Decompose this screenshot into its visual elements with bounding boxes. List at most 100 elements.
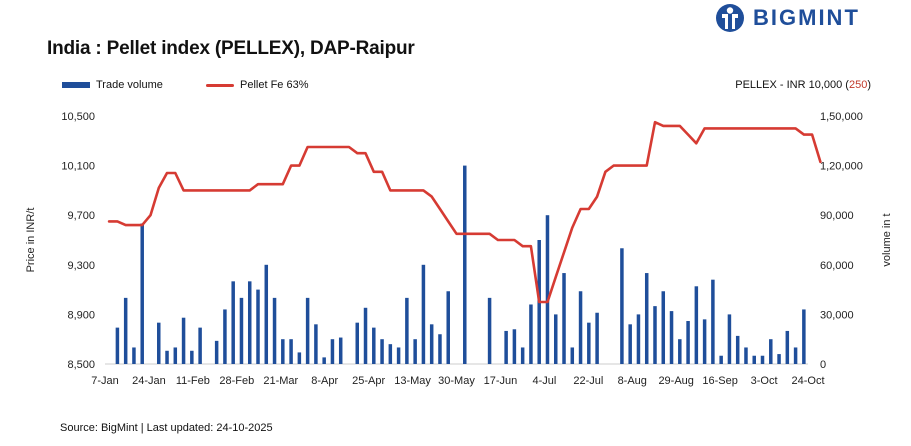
y-left-tick-label: 8,900 xyxy=(67,309,95,321)
x-tick-label: 4-Jul xyxy=(532,375,556,387)
legend-bar-swatch xyxy=(62,82,90,88)
volume-bar xyxy=(429,324,434,364)
volume-bar xyxy=(132,347,136,364)
legend-line-swatch xyxy=(206,83,234,87)
volume-bar xyxy=(190,350,194,364)
volume-bar xyxy=(363,307,368,364)
volume-bar xyxy=(686,321,690,364)
volume-bar xyxy=(620,248,624,364)
x-tick-label: 24-Oct xyxy=(791,375,824,387)
volume-bar xyxy=(512,329,517,364)
volume-bar xyxy=(562,273,566,364)
y-right-tick-label: 30,000 xyxy=(820,309,854,321)
volume-bar xyxy=(281,339,285,364)
volume-bar xyxy=(198,327,202,364)
volume-bar xyxy=(661,291,666,364)
legend-label-pellet-fe: Pellet Fe 63% xyxy=(240,79,309,91)
volume-bar xyxy=(330,339,335,364)
x-tick-label: 17-Jun xyxy=(484,375,518,387)
volume-bar xyxy=(678,339,682,364)
volume-bar xyxy=(446,291,450,364)
brand-name: BIGMINT xyxy=(753,5,860,30)
volume-bar xyxy=(380,339,384,364)
volume-bar xyxy=(653,306,657,364)
volume-bar xyxy=(231,281,235,364)
x-tick-label: 25-Apr xyxy=(352,375,385,387)
volume-bar xyxy=(487,297,492,364)
y-right-tick-label: 1,50,000 xyxy=(820,111,863,123)
volume-bar xyxy=(396,347,401,364)
x-tick-label: 8-Aug xyxy=(618,375,647,387)
volume-bar xyxy=(636,314,641,364)
volume-bar xyxy=(214,340,219,364)
y-left-tick-label: 9,300 xyxy=(67,260,95,272)
volume-bar xyxy=(165,350,169,364)
volume-bar xyxy=(421,264,426,364)
volume-bar xyxy=(578,291,583,364)
pellet-price-line xyxy=(107,120,822,304)
volume-bar xyxy=(711,279,715,364)
volume-bar xyxy=(305,297,310,364)
volume-bar xyxy=(256,289,260,364)
volume-bar xyxy=(529,304,533,364)
volume-bar xyxy=(173,347,178,364)
bigmint-logo-icon xyxy=(716,4,744,32)
y-left-tick-label: 10,500 xyxy=(61,111,95,123)
volume-bar xyxy=(123,297,128,364)
volume-bar xyxy=(463,165,467,364)
x-tick-label: 22-Jul xyxy=(573,375,603,387)
volume-bar xyxy=(322,357,326,364)
volume-bar xyxy=(694,286,699,364)
y-right-tick-label: 0 xyxy=(820,359,826,371)
y-left-tick-label: 8,500 xyxy=(67,359,95,371)
pellex-note: PELLEX - INR 10,000 (250) xyxy=(735,79,871,91)
volume-bar xyxy=(785,330,790,364)
volume-bar xyxy=(727,314,732,364)
x-tick-label: 13-May xyxy=(394,375,431,387)
x-tick-label: 21-Mar xyxy=(263,375,298,387)
volume-bar xyxy=(413,339,417,364)
volume-bar xyxy=(520,347,525,364)
volume-bar xyxy=(744,347,748,364)
volume-bar xyxy=(372,327,376,364)
chart-title: India : Pellet index (PELLEX), DAP-Raipu… xyxy=(47,38,415,59)
x-tick-label: 11-Feb xyxy=(176,375,210,387)
source-note: Source: BigMint | Last updated: 24-10-20… xyxy=(60,422,273,434)
x-tick-label: 24-Jan xyxy=(132,375,166,387)
volume-bar xyxy=(735,335,740,364)
pellex-note-prefix: PELLEX - INR 10,000 ( xyxy=(735,79,849,91)
y-left-tick-label: 9,700 xyxy=(67,210,95,222)
x-tick-label: 3-Oct xyxy=(751,375,778,387)
volume-bar xyxy=(769,339,773,364)
y-right-tick-label: 90,000 xyxy=(820,210,854,222)
pellex-note-suffix: ) xyxy=(867,79,871,91)
y-left-axis-title: Price in INR/t xyxy=(25,208,37,273)
volume-bar xyxy=(702,319,707,364)
y-right-tick-label: 1,20,000 xyxy=(820,161,863,173)
y-right-tick-label: 60,000 xyxy=(820,260,854,272)
volume-bar xyxy=(777,354,781,364)
volume-bar xyxy=(223,309,227,364)
legend-label-trade-volume: Trade volume xyxy=(96,79,163,91)
volume-bar xyxy=(338,337,343,364)
volume-bar xyxy=(595,312,599,364)
volume-bar xyxy=(545,215,550,364)
pellex-note-change: 250 xyxy=(848,79,868,91)
volume-bar xyxy=(115,327,120,364)
volume-bar xyxy=(752,355,756,364)
volume-bar xyxy=(157,322,161,364)
volume-bar xyxy=(570,347,575,364)
volume-bar xyxy=(504,330,508,364)
x-tick-label: 29-Aug xyxy=(658,375,693,387)
volume-bar xyxy=(644,273,649,364)
volume-bar xyxy=(314,324,318,364)
x-tick-label: 7-Jan xyxy=(91,375,119,387)
y-right-axis-title: volume in t xyxy=(881,213,893,266)
volume-bar xyxy=(264,264,269,364)
volume-bar xyxy=(388,344,393,364)
volume-bar xyxy=(802,309,806,364)
volume-bar xyxy=(289,339,293,364)
volume-bar xyxy=(553,314,558,364)
volume-bar xyxy=(355,322,360,364)
volume-bar xyxy=(140,223,144,364)
